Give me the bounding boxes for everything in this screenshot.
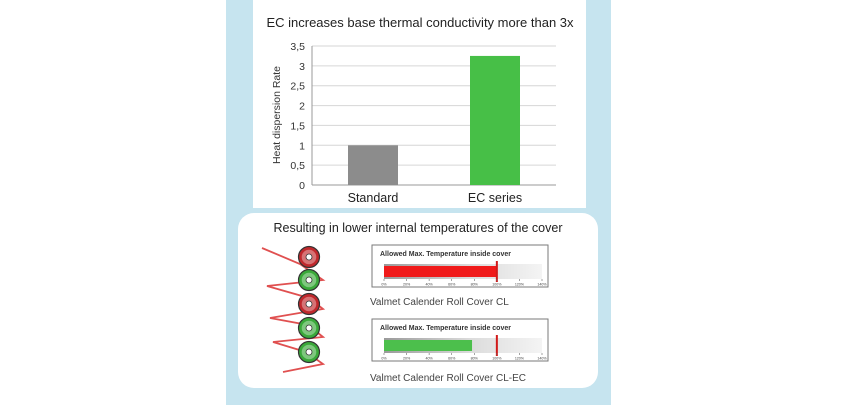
bar-series bbox=[348, 55, 520, 185]
scale-tick-label: 80% bbox=[471, 283, 479, 287]
x-tick-label: Standard bbox=[348, 191, 399, 205]
scale-tick-label: 100% bbox=[492, 357, 502, 361]
y-tick-label: 0,5 bbox=[290, 160, 305, 172]
gauge-cl-ec-header: Allowed Max. Temperature inside cover bbox=[380, 325, 511, 332]
chart-title: EC increases base thermal conductivity m… bbox=[266, 15, 574, 30]
gauge-cl-ec-scale: 0% 20% 40% 60% 80% 100% 120% 140% bbox=[381, 353, 547, 361]
gauge-cl-ec-caption: Valmet Calender Roll Cover CL-EC bbox=[370, 373, 526, 384]
roll-hub bbox=[305, 253, 313, 261]
scale-tick-label: 40% bbox=[426, 357, 434, 361]
roll-hub bbox=[305, 276, 313, 284]
bar-standard bbox=[348, 145, 398, 185]
scale-tick-label: 120% bbox=[515, 357, 525, 361]
scale-tick-label: 120% bbox=[515, 283, 525, 287]
y-tick-label: 2,5 bbox=[290, 81, 305, 93]
bar-ec-series bbox=[470, 55, 520, 185]
y-tick-label: 3 bbox=[299, 61, 305, 73]
chart-card bbox=[253, 0, 586, 208]
x-axis-ticks: Standard EC series bbox=[348, 191, 522, 205]
rolls bbox=[297, 245, 321, 364]
y-tick-label: 3,5 bbox=[290, 41, 305, 53]
roll-green bbox=[297, 340, 321, 364]
gauge-cl-caption: Valmet Calender Roll Cover CL bbox=[370, 297, 509, 308]
gauge-cl-header: Allowed Max. Temperature inside cover bbox=[380, 251, 511, 258]
roll-hub bbox=[305, 348, 313, 356]
gauge-cl: Allowed Max. Temperature inside cover 0%… bbox=[370, 244, 549, 308]
x-tick-label: EC series bbox=[468, 191, 522, 205]
scale-tick-label: 20% bbox=[403, 283, 411, 287]
scale-tick-label: 80% bbox=[471, 357, 479, 361]
scale-tick-label: 20% bbox=[403, 357, 411, 361]
y-tick-label: 1,5 bbox=[290, 120, 305, 132]
y-tick-label: 0 bbox=[299, 180, 305, 192]
scale-tick-label: 40% bbox=[426, 283, 434, 287]
roll-green bbox=[297, 268, 321, 292]
roll-red bbox=[297, 292, 321, 316]
y-tick-label: 1 bbox=[299, 140, 305, 152]
roll-hub bbox=[305, 300, 313, 308]
scale-tick-label: 60% bbox=[448, 283, 456, 287]
gauge-cl-scale: 0% 20% 40% 60% 80% 100% 120% 140% bbox=[381, 279, 547, 287]
temperature-section-title: Resulting in lower internal temperatures… bbox=[273, 221, 562, 235]
roll-red bbox=[297, 245, 321, 269]
roll-green bbox=[297, 316, 321, 340]
scale-tick-label: 140% bbox=[537, 283, 547, 287]
y-axis-label: Heat dispersion Rate bbox=[271, 66, 283, 164]
scale-tick-label: 140% bbox=[537, 357, 547, 361]
gauge-cl-ec: Allowed Max. Temperature inside cover 0%… bbox=[370, 318, 549, 384]
scale-tick-label: 60% bbox=[448, 357, 456, 361]
scale-tick-label: 0% bbox=[381, 283, 387, 287]
roll-hub bbox=[305, 324, 313, 332]
scale-tick-label: 100% bbox=[492, 283, 502, 287]
scale-tick-label: 0% bbox=[381, 357, 387, 361]
gauge-cl-ec-fill bbox=[384, 340, 473, 351]
roll-stack-illustration bbox=[261, 245, 326, 373]
y-axis-ticks: 0 0,5 1 1,5 2 2,5 3 3,5 bbox=[290, 41, 305, 192]
gauge-cl-fill bbox=[384, 266, 497, 277]
y-tick-label: 2 bbox=[299, 101, 305, 113]
